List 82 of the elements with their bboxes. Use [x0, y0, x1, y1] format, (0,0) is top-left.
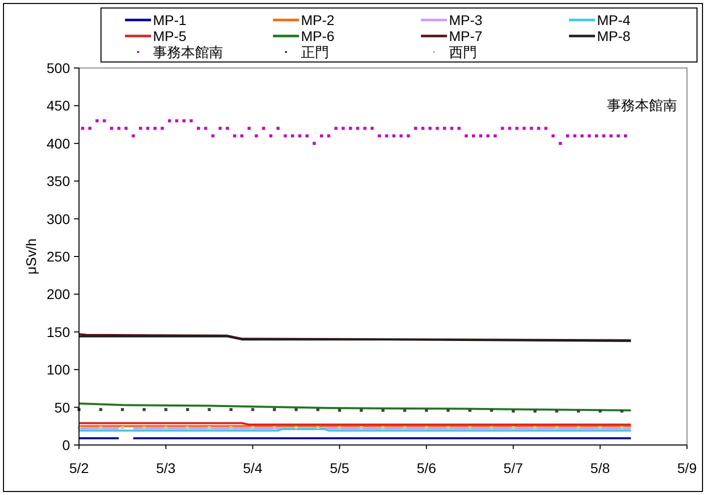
- point: [555, 426, 558, 430]
- point: [576, 426, 580, 430]
- point: [99, 426, 102, 430]
- y-tick-label: 250: [46, 248, 70, 264]
- y-tick-label: 50: [54, 399, 70, 416]
- point: [99, 408, 102, 412]
- point: [186, 408, 190, 412]
- legend-label: 事務本館南: [153, 44, 223, 60]
- point: [294, 408, 298, 412]
- point: [294, 426, 298, 430]
- x-tick-label: 5/4: [242, 460, 263, 476]
- point: [598, 410, 602, 413]
- point: [251, 408, 254, 412]
- x-tick-label: 5/9: [677, 460, 697, 476]
- x-tick-label: 5/3: [156, 460, 176, 476]
- legend-label: MP-8: [597, 28, 631, 44]
- point: [576, 410, 580, 413]
- point: [598, 426, 602, 430]
- point: [403, 426, 406, 430]
- point: [120, 426, 124, 430]
- point: [360, 426, 363, 430]
- y-axis-title: μSv/h: [23, 238, 39, 275]
- y-tick-label: 400: [46, 135, 70, 152]
- point: [512, 426, 515, 430]
- point: [142, 426, 146, 430]
- point: [555, 410, 558, 413]
- point: [446, 408, 450, 412]
- point: [142, 408, 146, 412]
- point: [230, 408, 232, 412]
- legend-label: MP-6: [301, 28, 335, 44]
- point: [230, 426, 232, 430]
- y-tick-label: 0: [62, 437, 70, 453]
- point: [620, 426, 624, 430]
- point: [446, 426, 450, 430]
- point: [338, 408, 342, 412]
- x-tick-label: 5/6: [416, 460, 436, 476]
- y-tick-label: 100: [46, 362, 70, 378]
- y-tick-label: 200: [46, 286, 70, 302]
- point: [316, 426, 320, 430]
- point: [403, 408, 406, 412]
- x-tick-label: 5/2: [69, 460, 89, 476]
- point: [382, 426, 384, 430]
- point: [468, 426, 472, 430]
- point: [360, 408, 363, 412]
- y-tick-label: 350: [46, 173, 70, 190]
- point: [338, 426, 342, 430]
- point: [120, 408, 124, 412]
- legend-label: 西門: [449, 44, 477, 60]
- legend-label: MP-7: [449, 28, 483, 44]
- y-tick-label: 500: [46, 60, 70, 76]
- point: [164, 426, 168, 430]
- point: [251, 426, 254, 430]
- x-tick-label: 5/8: [590, 460, 610, 476]
- point: [164, 408, 168, 412]
- legend-label: MP-3: [449, 12, 483, 28]
- point: [208, 408, 211, 412]
- y-tick-label: 450: [46, 98, 70, 114]
- point: [382, 408, 384, 412]
- y-tick-label: 150: [46, 324, 70, 340]
- point: [272, 426, 276, 430]
- point: [490, 426, 494, 430]
- x-tick-label: 5/5: [330, 460, 350, 476]
- point: [316, 408, 320, 412]
- point: [424, 408, 428, 412]
- point: [208, 426, 211, 430]
- legend-label: MP-1: [153, 12, 187, 28]
- annotation: 事務本館南: [607, 97, 677, 113]
- x-tick-label: 5/7: [504, 460, 524, 476]
- point: [512, 410, 515, 413]
- point: [424, 426, 428, 430]
- legend-label: MP-5: [153, 28, 187, 44]
- point: [272, 408, 276, 412]
- point: [186, 426, 190, 430]
- legend-label: MP-4: [597, 12, 631, 28]
- y-tick-label: 300: [46, 210, 70, 227]
- point: [468, 408, 472, 412]
- legend-label: MP-2: [301, 12, 335, 28]
- point: [534, 426, 536, 430]
- point: [534, 410, 536, 413]
- point: [620, 410, 624, 413]
- legend-label: 正門: [301, 44, 329, 60]
- point: [490, 408, 494, 412]
